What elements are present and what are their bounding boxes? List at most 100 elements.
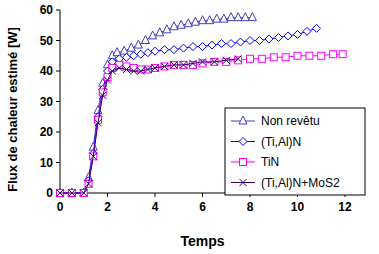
point — [213, 14, 221, 22]
point — [163, 25, 171, 33]
point — [85, 180, 92, 187]
point — [123, 66, 130, 73]
point — [223, 57, 230, 64]
point — [130, 68, 137, 75]
x-tick-label: 0 — [57, 200, 64, 214]
x-tick-label: 6 — [199, 200, 206, 214]
point — [144, 49, 152, 57]
y-tick — [56, 162, 60, 163]
point — [218, 40, 226, 48]
x-tick-label: 2 — [104, 200, 111, 214]
y-axis-label: Flux de chaleur estimé [W] — [5, 27, 20, 192]
x-tick — [155, 193, 156, 197]
y-tick — [56, 40, 60, 41]
legend: Non revêtu(Ti,Al)NTiN(Ti,Al)N+MoS2 — [225, 108, 365, 195]
series-line — [60, 59, 238, 193]
point — [130, 52, 138, 60]
point — [170, 46, 178, 54]
point — [282, 54, 289, 61]
legend-label: TiN — [261, 155, 279, 169]
point — [241, 13, 249, 21]
point — [235, 57, 242, 64]
point — [161, 63, 168, 70]
point — [199, 43, 207, 51]
point — [339, 51, 346, 58]
point — [161, 46, 169, 54]
point — [303, 27, 311, 35]
y-tick — [56, 101, 60, 102]
point — [144, 66, 151, 73]
point — [137, 66, 144, 73]
point — [156, 28, 164, 36]
point — [270, 54, 277, 61]
point — [199, 16, 207, 24]
point — [109, 68, 116, 75]
y-tick-label: 0 — [46, 186, 53, 200]
y-tick-label: 20 — [40, 125, 54, 139]
point — [237, 38, 245, 46]
point — [151, 47, 159, 55]
chart: 0102030405060024681012TempsFlux de chale… — [0, 0, 379, 254]
point — [318, 52, 325, 59]
x-tick — [202, 193, 203, 197]
point — [120, 46, 128, 54]
x-tick-label: 12 — [338, 200, 352, 214]
point — [137, 50, 145, 58]
point — [180, 61, 187, 68]
legend-marker — [239, 138, 247, 146]
x-axis-label: Temps — [180, 233, 224, 249]
point — [68, 188, 76, 196]
point — [123, 53, 131, 61]
point — [56, 188, 64, 196]
point — [275, 33, 283, 41]
point — [235, 55, 242, 62]
point — [208, 41, 216, 49]
point — [247, 55, 254, 62]
x-tick-label: 8 — [247, 200, 254, 214]
y-tick-label: 10 — [40, 156, 54, 170]
point — [190, 60, 197, 67]
x-tick-label: 4 — [152, 200, 159, 214]
point — [142, 36, 150, 44]
point — [306, 52, 313, 59]
point — [199, 58, 206, 65]
point — [180, 44, 188, 52]
x-tick — [107, 193, 108, 197]
point — [227, 13, 235, 21]
point — [127, 43, 135, 51]
legend-box — [225, 108, 365, 195]
point — [137, 68, 144, 75]
point — [90, 153, 97, 160]
point — [330, 51, 337, 58]
y-tick-label: 50 — [40, 34, 54, 48]
series-line — [60, 18, 252, 193]
y-tick-label: 30 — [40, 95, 54, 109]
point — [116, 64, 123, 71]
y-tick-label: 40 — [40, 64, 54, 78]
point — [248, 13, 256, 21]
x-tick-label: 10 — [291, 200, 305, 214]
point — [234, 13, 242, 21]
point — [134, 40, 142, 48]
point — [265, 35, 273, 43]
point — [294, 30, 302, 38]
point — [95, 119, 102, 126]
point — [190, 61, 197, 68]
point — [246, 37, 254, 45]
legend-marker — [240, 159, 247, 166]
point — [294, 52, 301, 59]
point — [199, 60, 206, 67]
point — [284, 32, 292, 40]
point — [211, 58, 218, 65]
point — [313, 24, 321, 32]
point — [80, 190, 87, 197]
y-tick — [56, 71, 60, 72]
point — [68, 190, 75, 197]
point — [227, 40, 235, 48]
point — [223, 58, 230, 65]
point — [256, 37, 264, 45]
y-tick — [56, 132, 60, 133]
legend-label: (Ti,Al)N — [261, 135, 301, 149]
point — [189, 43, 197, 51]
y-tick — [56, 10, 60, 11]
